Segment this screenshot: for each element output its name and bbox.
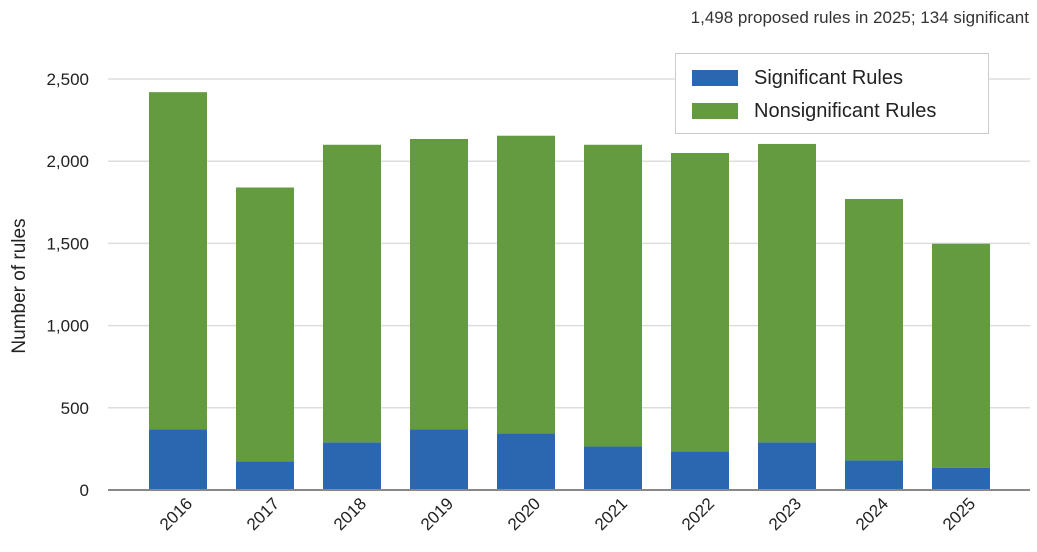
y-tick-label: 1,000 xyxy=(46,317,89,336)
x-tick-label: 2016 xyxy=(156,494,196,534)
bar-significant xyxy=(932,467,990,490)
bar-nonsignificant xyxy=(758,143,816,443)
y-tick-label: 1,500 xyxy=(46,234,89,253)
legend-label-significant: Significant Rules xyxy=(754,66,903,89)
legend-item-nonsignificant: Nonsignificant Rules xyxy=(692,99,936,123)
bar-nonsignificant xyxy=(671,152,729,452)
bar-significant xyxy=(758,442,816,490)
bar-significant xyxy=(236,461,294,490)
bar-nonsignificant xyxy=(236,187,294,462)
bar-nonsignificant xyxy=(932,243,990,468)
legend-swatch-nonsignificant xyxy=(692,103,738,119)
legend-swatch-significant xyxy=(692,70,738,86)
y-tick-label: 0 xyxy=(80,481,89,500)
x-tick-label: 2020 xyxy=(504,494,544,534)
chart-annotation: 1,498 proposed rules in 2025; 134 signif… xyxy=(690,8,1029,27)
x-tick-label: 2019 xyxy=(417,494,457,534)
x-tick-label: 2021 xyxy=(591,494,631,534)
chart-legend: Significant Rules Nonsignificant Rules xyxy=(675,53,989,134)
y-tick-label: 2,000 xyxy=(46,152,89,171)
bar-significant xyxy=(410,429,468,490)
bar-significant xyxy=(671,451,729,490)
x-tick-label: 2018 xyxy=(330,494,370,534)
y-axis-label: Number of rules xyxy=(9,218,30,353)
y-tick-label: 2,500 xyxy=(46,70,89,89)
bar-nonsignificant xyxy=(149,92,207,430)
bar-significant xyxy=(584,446,642,490)
bar-significant xyxy=(323,442,381,490)
y-tick-label: 500 xyxy=(61,399,89,418)
bar-significant xyxy=(497,433,555,490)
x-tick-label: 2024 xyxy=(852,494,892,534)
x-tick-label: 2017 xyxy=(243,494,283,534)
x-tick-label: 2025 xyxy=(939,494,979,534)
bar-nonsignificant xyxy=(410,139,468,430)
bar-significant xyxy=(149,429,207,490)
legend-item-significant: Significant Rules xyxy=(692,66,903,90)
bar-significant xyxy=(845,460,903,490)
bar-nonsignificant xyxy=(323,144,381,443)
bar-nonsignificant xyxy=(584,144,642,447)
bar-nonsignificant xyxy=(845,199,903,461)
bar-nonsignificant xyxy=(497,135,555,434)
x-tick-label: 2022 xyxy=(678,494,718,534)
legend-label-nonsignificant: Nonsignificant Rules xyxy=(754,99,937,122)
x-tick-label: 2023 xyxy=(765,494,805,534)
